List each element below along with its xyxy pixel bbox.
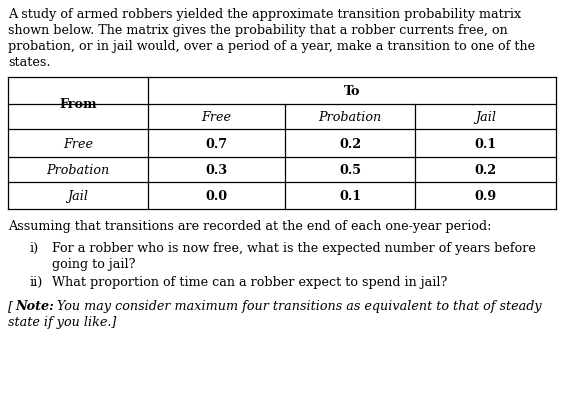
Text: Probation: Probation [318,111,382,124]
Text: 0.2: 0.2 [339,137,361,150]
Text: i): i) [30,241,39,254]
Text: ii): ii) [30,275,43,288]
Text: Free: Free [63,137,93,150]
Text: probation, or in jail would, over a period of a year, make a transition to one o: probation, or in jail would, over a peri… [8,40,535,53]
Text: Note:: Note: [15,299,54,312]
Text: state if you like.]: state if you like.] [8,315,116,328]
Text: 0.1: 0.1 [339,190,361,203]
Text: going to jail?: going to jail? [52,257,135,270]
Text: 0.1: 0.1 [474,137,496,150]
Text: shown below. The matrix gives the probability that a robber currents free, on: shown below. The matrix gives the probab… [8,24,508,37]
Text: 0.7: 0.7 [205,137,227,150]
Text: Jail: Jail [475,111,496,124]
Text: 0.3: 0.3 [205,164,227,176]
Text: For a robber who is now free, what is the expected number of years before: For a robber who is now free, what is th… [52,241,536,254]
Text: What proportion of time can a robber expect to spend in jail?: What proportion of time can a robber exp… [52,275,447,288]
Text: Probation: Probation [46,164,109,176]
Text: 0.0: 0.0 [205,190,227,203]
Text: [: [ [8,299,13,312]
Text: Jail: Jail [68,190,89,203]
Text: To: To [343,85,360,98]
Text: Assuming that transitions are recorded at the end of each one-year period:: Assuming that transitions are recorded a… [8,219,491,233]
Text: Free: Free [201,111,231,124]
Text: 0.9: 0.9 [474,190,496,203]
Text: 0.2: 0.2 [474,164,496,176]
Text: 0.5: 0.5 [339,164,361,176]
Text: You may consider maximum four transitions as equivalent to that of steady: You may consider maximum four transition… [53,299,541,312]
Text: A study of armed robbers yielded the approximate transition probability matrix: A study of armed robbers yielded the app… [8,8,521,21]
Text: states.: states. [8,56,51,69]
Text: From: From [59,97,97,110]
